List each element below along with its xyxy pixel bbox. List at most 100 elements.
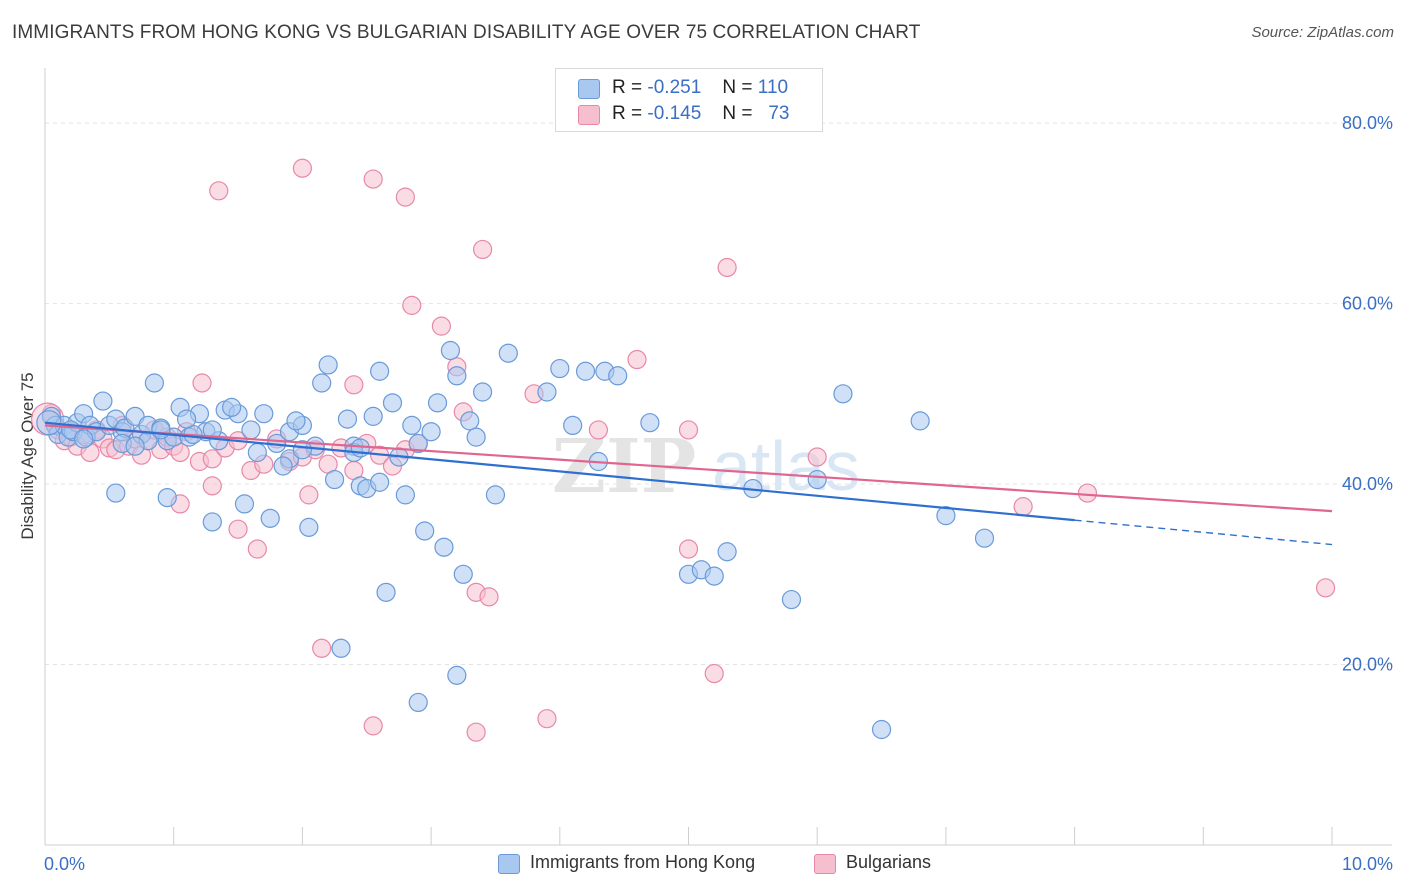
- hong-kong-point: [157, 487, 177, 508]
- n-label: N =: [722, 77, 753, 98]
- bulgarian-point: [431, 316, 451, 336]
- legend-swatch-pink: [578, 105, 600, 125]
- hong-kong-point: [286, 411, 306, 431]
- trend-lines: [44, 421, 1333, 546]
- hong-kong-point: [704, 566, 724, 586]
- hong-kong-point: [460, 411, 480, 431]
- legend-swatch-blue: [498, 854, 520, 874]
- bulgarian-point: [292, 158, 312, 178]
- bulgarian-point: [627, 349, 647, 370]
- hong-kong-point: [241, 420, 261, 440]
- hong-kong-point: [415, 521, 435, 541]
- hong-kong-point: [575, 361, 596, 381]
- y-tick-label: 60.0%: [1342, 294, 1393, 314]
- hong-kong-point: [910, 411, 930, 431]
- hong-kong-trend-extension: [1074, 519, 1333, 546]
- hong-kong-point: [640, 413, 660, 433]
- bulgarian-point: [363, 716, 383, 736]
- hong-kong-point: [331, 638, 351, 658]
- bulgarian-point: [479, 587, 499, 607]
- bulgarian-point: [466, 722, 486, 742]
- bulgarian-point: [678, 539, 699, 559]
- hong-kong-point: [408, 692, 428, 713]
- hong-kong-point: [427, 393, 448, 413]
- hong-kong-point: [447, 665, 467, 685]
- bulgarian-point: [202, 449, 222, 469]
- bulgarian-point: [202, 476, 222, 496]
- hong-kong-point: [781, 589, 802, 610]
- hong-kong-point: [376, 582, 396, 602]
- legend-label-bulgarians: Bulgarians: [846, 852, 932, 872]
- hong-kong-point: [421, 422, 441, 442]
- hong-kong-point: [292, 440, 312, 460]
- hong-kong-point: [453, 564, 473, 584]
- bulgarian-point: [472, 239, 493, 260]
- hong-kong-point: [324, 469, 345, 490]
- bulgarian-point: [192, 373, 212, 393]
- r-value: -0.251: [647, 77, 702, 98]
- bulgarian-point: [537, 709, 557, 729]
- legend-swatch-pink: [814, 854, 836, 874]
- r-value: -0.145: [647, 103, 702, 124]
- bulgarian-point: [704, 663, 724, 684]
- axes: [44, 68, 1392, 846]
- hong-kong-point: [974, 528, 995, 548]
- hong-kong-point: [363, 406, 383, 426]
- hong-kong-point: [151, 420, 171, 440]
- x-tick-label: 0.0%: [44, 854, 85, 874]
- hong-kong-point: [176, 409, 197, 429]
- hong-kong-point: [370, 472, 390, 492]
- bulgarian-point: [678, 420, 699, 440]
- hong-kong-point: [563, 415, 583, 436]
- hong-kong-point: [74, 429, 94, 449]
- hong-kong-point: [273, 456, 293, 476]
- x-tick-label: 10.0%: [1342, 854, 1393, 874]
- bulgarian-point: [588, 420, 609, 440]
- legend-stats-bulgarians: R = -0.145 N = 73: [612, 103, 789, 125]
- hong-kong-point: [234, 494, 255, 514]
- hong-kong-point: [466, 427, 486, 447]
- y-tick-label: 40.0%: [1342, 474, 1393, 494]
- tick-labels: 20.0% 40.0% 60.0% 80.0% 0.0% 10.0%: [44, 113, 1393, 874]
- hong-kong-point: [485, 485, 506, 505]
- hong-kong-point: [125, 436, 145, 456]
- hong-kong-point: [717, 542, 737, 562]
- hong-kong-point: [537, 382, 557, 402]
- hong-kong-point: [350, 438, 370, 458]
- hong-kong-point: [337, 409, 358, 429]
- correlation-legend: R = -0.251 N = 110 R = -0.145 N = 73: [555, 68, 823, 132]
- hong-kong-point: [144, 373, 164, 393]
- bulgarian-point: [228, 519, 248, 539]
- hong-kong-point: [382, 393, 403, 413]
- bulgarian-point: [1077, 483, 1098, 503]
- bulgarian-point: [312, 638, 332, 658]
- hong-kong-points: [36, 340, 995, 740]
- hong-kong-point: [106, 483, 126, 503]
- y-tick-label: 20.0%: [1342, 655, 1393, 675]
- hong-kong-point: [93, 391, 113, 411]
- hong-kong-point: [370, 361, 390, 381]
- hong-kong-point: [550, 358, 570, 379]
- hong-kong-point: [833, 384, 853, 404]
- n-label: N =: [722, 103, 753, 124]
- legend-swatch-blue: [578, 79, 600, 99]
- n-value: 73: [768, 103, 790, 124]
- hong-kong-point: [408, 433, 428, 454]
- hong-kong-point: [395, 485, 415, 505]
- hong-kong-point: [247, 442, 267, 463]
- hong-kong-point: [447, 366, 467, 386]
- hong-kong-point: [440, 340, 461, 361]
- hong-kong-point: [318, 355, 338, 375]
- bulgarian-point: [247, 539, 267, 559]
- hong-kong-point: [299, 517, 319, 537]
- hong-kong-point: [260, 508, 280, 528]
- hong-kong-point: [608, 366, 628, 386]
- hong-kong-trend-line: [44, 421, 1075, 522]
- y-tick-label: 80.0%: [1342, 113, 1393, 133]
- bulgarian-point: [1013, 497, 1033, 517]
- source-label: Source: ZipAtlas.com: [1251, 24, 1394, 41]
- hong-kong-point: [222, 397, 242, 417]
- hong-kong-point: [498, 343, 518, 363]
- hong-kong-point: [936, 506, 956, 526]
